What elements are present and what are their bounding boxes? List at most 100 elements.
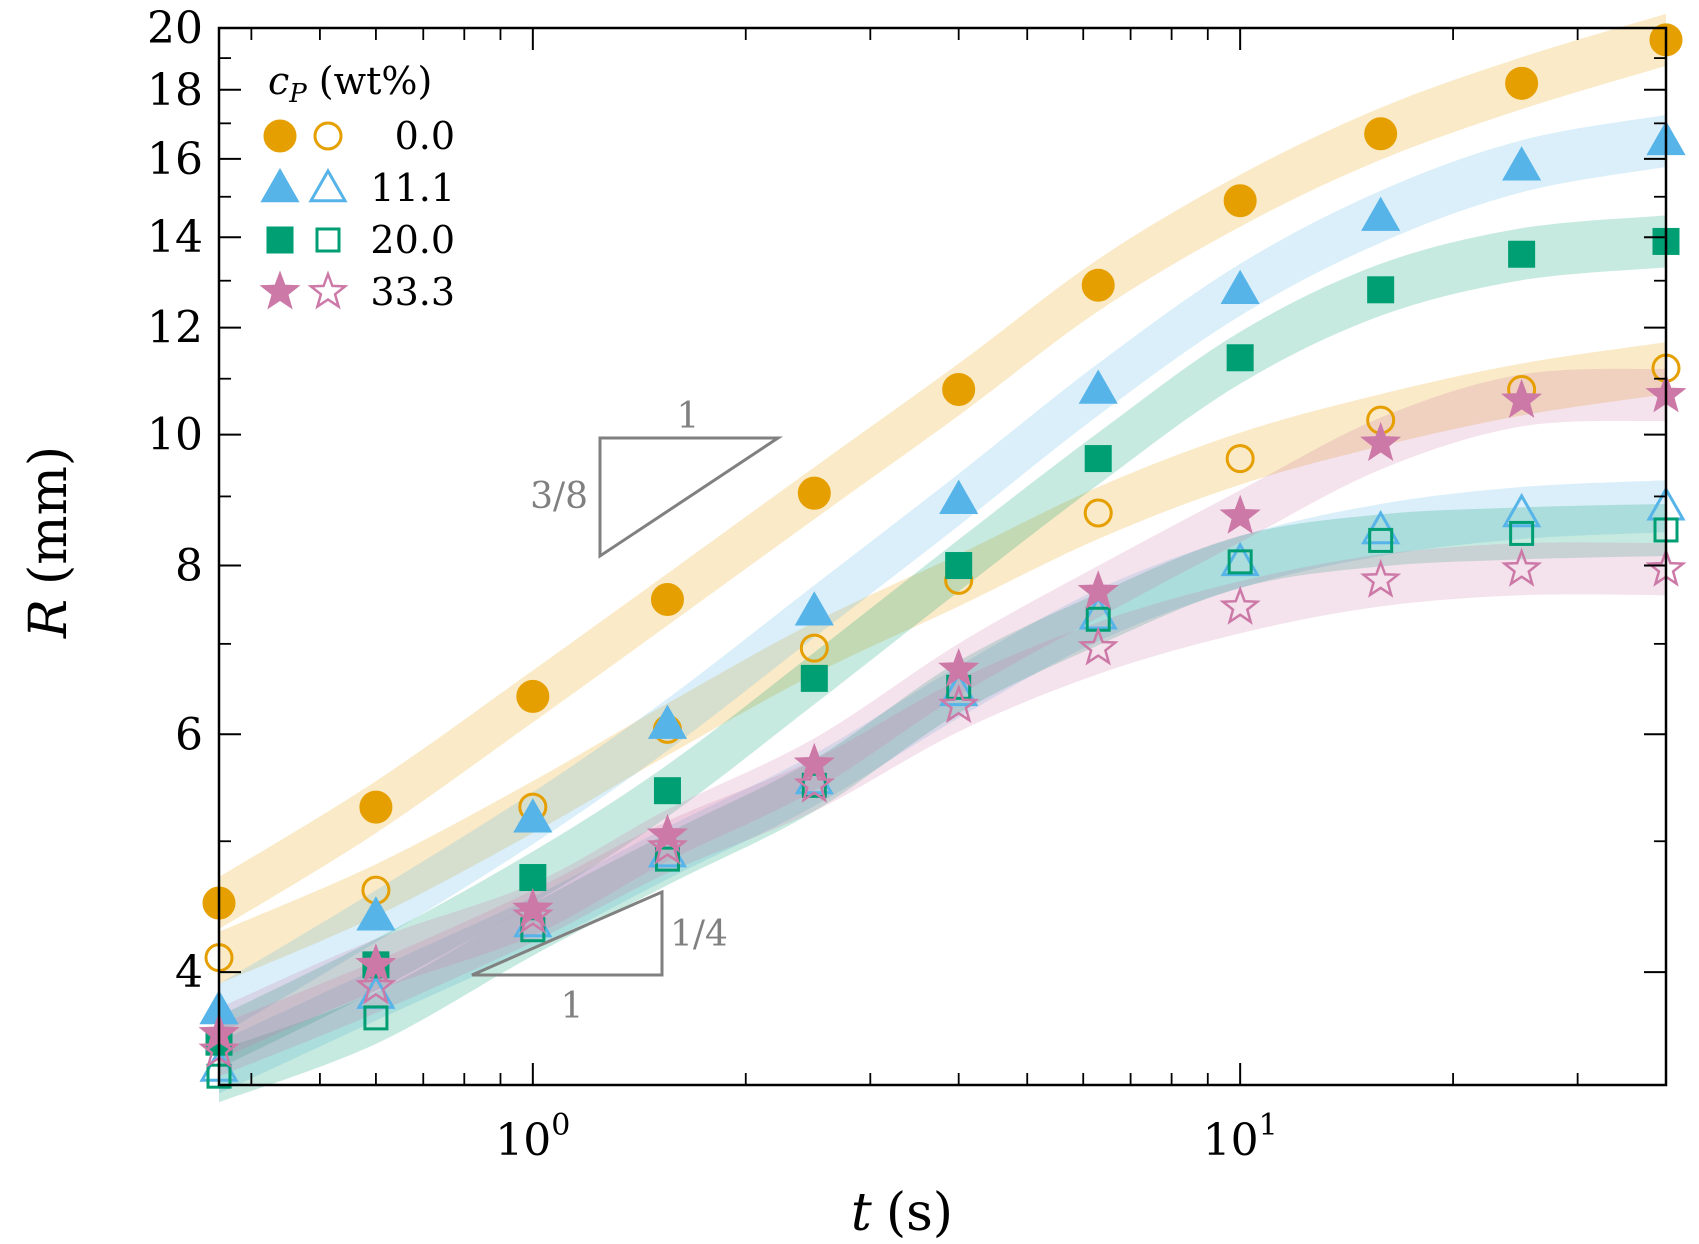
point-star-open-33.3 [1501,547,1543,587]
legend-label-33.3: 33.3 [370,270,455,314]
point-star-filled-33.3 [793,742,835,782]
point-square-filled-20.0 [1226,344,1254,372]
point-square-filled-20.0 [653,777,681,805]
point-star-filled-33.3 [1077,570,1119,610]
slope-triangle-lower: 1 1/4 [471,889,728,1027]
x-tick-label-base: 10 [1203,1115,1259,1166]
point-square-open-20.0 [1227,549,1253,575]
legend-marker-filled-11.1 [260,167,300,203]
y-axis-title-unit: (mm) [19,446,79,585]
point-triangle-filled-11.1 [647,704,688,739]
point-star-filled-33.3 [1501,378,1543,418]
legend-marker-filled-33.3 [259,270,301,310]
point-circle-filled-0.0 [1223,184,1257,218]
legend: cP (wt%) 0.0 11.1 20.0 33.3 [259,59,455,314]
y-tick-label: 16 [147,134,203,185]
x-axis-title-var: t [851,1183,872,1243]
point-circle-filled-0.0 [359,790,393,824]
x-tick-label-exponent: 1 [1259,1108,1278,1143]
x-tick-label-base: 10 [495,1115,551,1166]
slope-triangle-lower-shape [471,889,664,977]
point-triangle-open-11.1 [1220,541,1260,577]
point-circle-open-0.0 [1083,498,1113,528]
y-tick-label: 8 [175,541,203,592]
point-circle-filled-0.0 [942,372,976,406]
point-triangle-filled-11.1 [939,479,979,514]
band-20.0-open [219,504,1666,1103]
point-circle-filled-0.0 [1505,66,1539,100]
point-square-filled-20.0 [1508,240,1536,268]
slope-triangle-upper-shape [598,436,783,559]
slope-lower-rise-label: 1/4 [670,914,728,955]
legend-marker-filled-20.0 [266,226,294,254]
point-square-filled-20.0 [1084,445,1112,473]
point-star-open-33.3 [512,894,554,934]
slope-upper-rise-label: 3/8 [530,476,588,517]
point-square-open-20.0 [1368,527,1394,553]
y-tick-label: 12 [147,303,203,354]
data-markers [198,23,1687,1089]
y-tick-label: 14 [147,212,203,263]
y-axis-title-var: R [19,599,79,639]
y-tick-label: 6 [175,709,203,760]
y-tick-label: 20 [147,3,203,54]
y-tick-label: 10 [147,410,203,461]
point-square-filled-20.0 [945,552,973,580]
point-circle-filled-0.0 [650,582,684,616]
x-tick-label-exponent: 0 [551,1108,570,1143]
point-star-open-33.3 [1077,626,1119,666]
point-circle-filled-0.0 [797,476,831,510]
point-triangle-filled-11.1 [1361,196,1401,231]
point-square-filled-20.0 [519,864,547,892]
point-triangle-filled-11.1 [794,591,834,626]
point-star-filled-33.3 [512,887,554,928]
legend-marker-open-20.0 [315,227,341,253]
legend-marker-open-0.0 [313,121,343,151]
legend-title-unit: (wt%) [319,59,433,103]
point-star-filled-33.3 [1360,421,1402,462]
point-square-open-20.0 [1509,520,1535,546]
band-0.0-filled [219,13,1666,930]
band-33.3-filled [219,368,1666,1060]
point-star-filled-33.3 [646,813,689,853]
band-11.1-filled [219,114,1666,1036]
point-triangle-open-11.1 [939,671,979,707]
point-star-filled-33.3 [1219,494,1261,534]
band-20.0-filled [219,215,1666,1069]
point-star-filled-33.3 [938,647,980,688]
slope-lower-run-label: 1 [561,986,584,1027]
point-square-filled-20.0 [1367,276,1395,304]
x-tick-label: 100 [495,1108,570,1166]
slope-triangle-upper: 1 3/8 [530,396,783,559]
point-star-open-33.3 [793,763,835,803]
point-circle-filled-0.0 [1081,268,1115,302]
legend-marker-open-11.1 [308,167,348,203]
point-star-open-33.3 [646,825,689,865]
y-tick-label: 4 [175,947,203,998]
point-triangle-filled-11.1 [513,798,553,833]
point-square-open-20.0 [363,1005,389,1031]
legend-marker-filled-0.0 [263,119,297,153]
point-star-open-33.3 [1219,585,1261,625]
legend-title-var: c [268,59,289,103]
legend-label-0.0: 0.0 [395,114,455,158]
point-triangle-open-11.1 [1502,492,1542,528]
point-triangle-filled-11.1 [1220,269,1260,305]
point-circle-open-0.0 [1225,444,1255,474]
x-tick-label: 101 [1203,1108,1278,1166]
legend-title-sub: P [288,79,307,109]
legend-label-20.0: 20.0 [370,218,455,262]
point-triangle-open-11.1 [1361,509,1401,545]
point-circle-filled-0.0 [1364,117,1398,151]
point-star-open-33.3 [938,684,980,724]
point-square-filled-20.0 [800,664,828,692]
y-tick-label: 18 [147,65,203,116]
point-circle-open-0.0 [799,633,829,663]
x-axis-title-unit: (s) [886,1183,953,1243]
point-star-open-33.3 [1360,558,1402,598]
point-triangle-filled-11.1 [356,896,396,931]
plot-frame [217,26,1668,1087]
point-triangle-filled-11.1 [1078,369,1118,404]
